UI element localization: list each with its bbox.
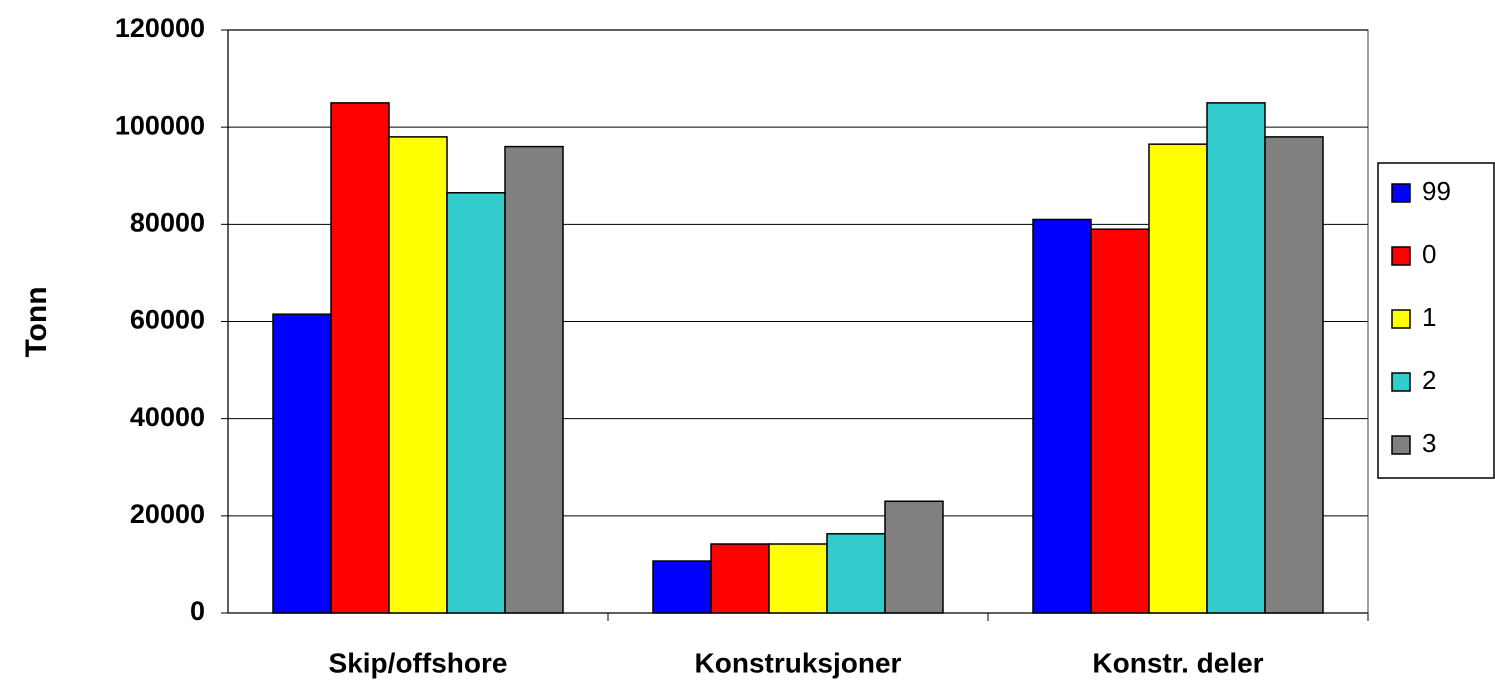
bar [826,533,886,614]
bar [504,145,564,614]
bar [388,136,448,614]
y-tick-label: 60000 [130,305,205,335]
legend-label: 99 [1422,176,1451,206]
bar [1148,143,1208,614]
legend-swatch [1391,309,1411,329]
bar [1032,218,1092,614]
bar [710,543,770,614]
y-tick-label: 0 [190,596,205,626]
x-tick-label: Konstr. deler [1092,647,1263,678]
bar [884,500,944,614]
legend-swatch [1391,372,1411,392]
y-tick-label: 100000 [115,110,205,140]
bar [1264,136,1324,614]
bar [1206,102,1266,614]
y-tick-label: 80000 [130,207,205,237]
y-tick-label: 20000 [130,499,205,529]
legend-swatch [1391,435,1411,455]
legend-label: 3 [1422,428,1436,458]
legend-label: 2 [1422,365,1436,395]
bar [652,560,712,614]
legend-label: 0 [1422,239,1436,269]
legend-swatch [1391,183,1411,203]
bar [272,313,332,614]
y-tick-label: 40000 [130,402,205,432]
bar [1090,228,1150,614]
legend-label: 1 [1422,302,1436,332]
bar [330,102,390,614]
x-tick-label: Skip/offshore [329,647,508,678]
x-tick-label: Konstruksjoner [695,647,902,678]
legend-swatch [1391,246,1411,266]
bar [768,543,828,614]
y-axis-title: Tonn [20,286,53,357]
y-tick-label: 120000 [115,13,205,43]
bar [446,192,506,614]
